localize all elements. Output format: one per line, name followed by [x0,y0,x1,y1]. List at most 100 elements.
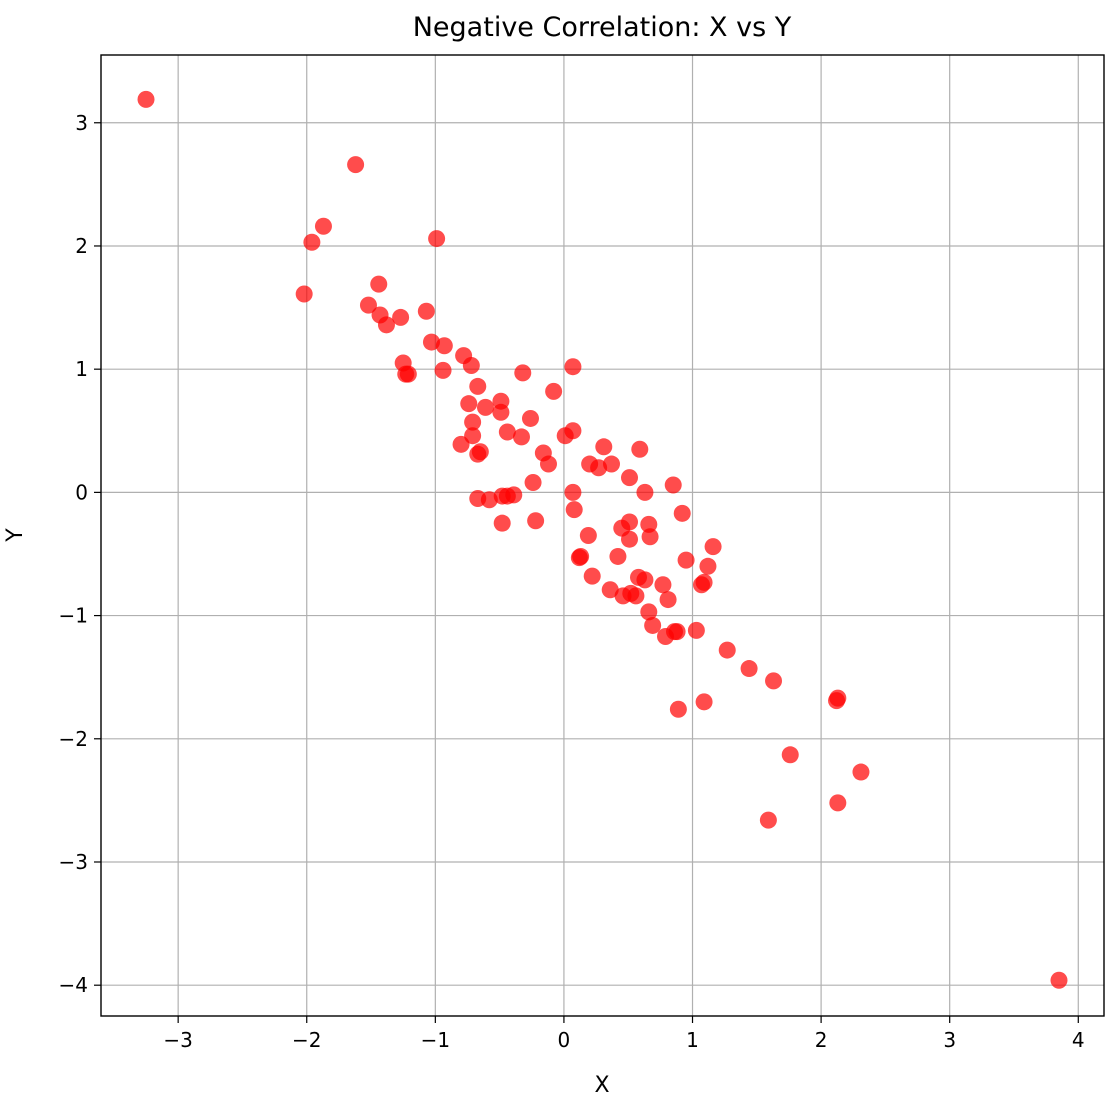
data-point [564,358,582,376]
data-point [399,365,417,383]
data-point [765,672,783,690]
data-point [595,438,613,456]
x-tick-label: −1 [421,1028,450,1052]
data-point [514,364,532,382]
data-point [464,427,482,445]
data-point [603,455,621,473]
data-point [392,308,410,326]
data-point [464,413,482,431]
y-tick-label: −3 [59,850,88,874]
data-point [852,763,870,781]
data-point [631,440,649,458]
grid [101,55,1104,1016]
chart-title: Negative Correlation: X vs Y [413,12,792,43]
data-point [512,428,530,446]
data-point [636,571,654,589]
data-point [377,316,395,334]
data-point [699,557,717,575]
data-point [314,217,332,235]
y-tick-label: −1 [59,604,88,628]
data-point [476,398,494,416]
data-point [480,491,498,509]
x-tick-label: 3 [943,1028,956,1052]
data-point [564,483,582,501]
data-point [1050,971,1068,989]
y-tick-label: 2 [75,234,88,258]
data-point [303,233,321,251]
data-point [428,230,446,248]
data-point [687,621,705,639]
data-point [435,337,453,355]
data-point [556,427,574,445]
x-axis-ticks: −3 −2 −1 0 1 2 3 4 [163,1016,1085,1052]
data-point [545,382,563,400]
data-point [621,469,639,487]
data-point [462,356,480,374]
data-point [492,403,510,421]
data-point [505,486,523,504]
data-point [521,409,539,427]
data-point [695,693,713,711]
x-tick-label: 4 [1072,1028,1085,1052]
data-point [370,275,388,293]
data-point [636,483,654,501]
data-point [740,660,758,678]
data-point [565,501,583,519]
data-point [590,459,608,477]
x-tick-label: −3 [163,1028,192,1052]
data-point [627,587,645,605]
data-point [644,616,662,634]
data-point [759,811,777,829]
data-point [524,474,542,492]
data-point [601,581,619,599]
x-axis-label: X [594,1073,609,1098]
data-point [704,538,722,556]
data-point [693,576,711,594]
data-point [583,567,601,585]
data-point [621,530,639,548]
data-point [469,445,487,463]
data-point [673,504,691,522]
y-tick-label: 1 [75,357,88,381]
data-point [621,513,639,531]
y-axis-ticks: 3 2 1 0 −1 −2 −3 −4 [59,111,101,997]
data-point [579,527,597,544]
data-point [640,515,658,533]
data-point [668,623,686,641]
data-point [527,512,545,530]
data-point [347,156,365,174]
data-point [539,455,557,473]
y-tick-label: −4 [59,973,88,997]
data-point [572,547,590,565]
data-point [498,423,516,441]
data-points [137,90,1068,989]
data-point [659,591,677,609]
data-point [434,361,452,379]
data-point [417,302,435,320]
data-point [460,395,478,413]
y-tick-label: −2 [59,727,88,751]
data-point [422,333,440,351]
data-point [828,692,846,710]
data-point [640,603,658,621]
x-tick-label: 2 [815,1028,828,1052]
data-point [609,547,627,565]
data-point [677,551,695,569]
data-point [493,514,511,532]
y-tick-label: 0 [75,480,88,504]
x-tick-label: 1 [686,1028,699,1052]
data-point [137,90,155,108]
data-point [664,476,682,494]
data-point [452,435,470,453]
y-axis-label: Y [3,528,28,543]
data-point [469,377,487,395]
data-point [781,746,799,764]
data-point [718,641,736,659]
plot-frame [100,54,1105,1017]
data-point [641,528,659,546]
data-point [359,296,377,314]
x-tick-label: −2 [292,1028,321,1052]
data-point [654,576,672,594]
y-tick-label: 3 [75,111,88,135]
